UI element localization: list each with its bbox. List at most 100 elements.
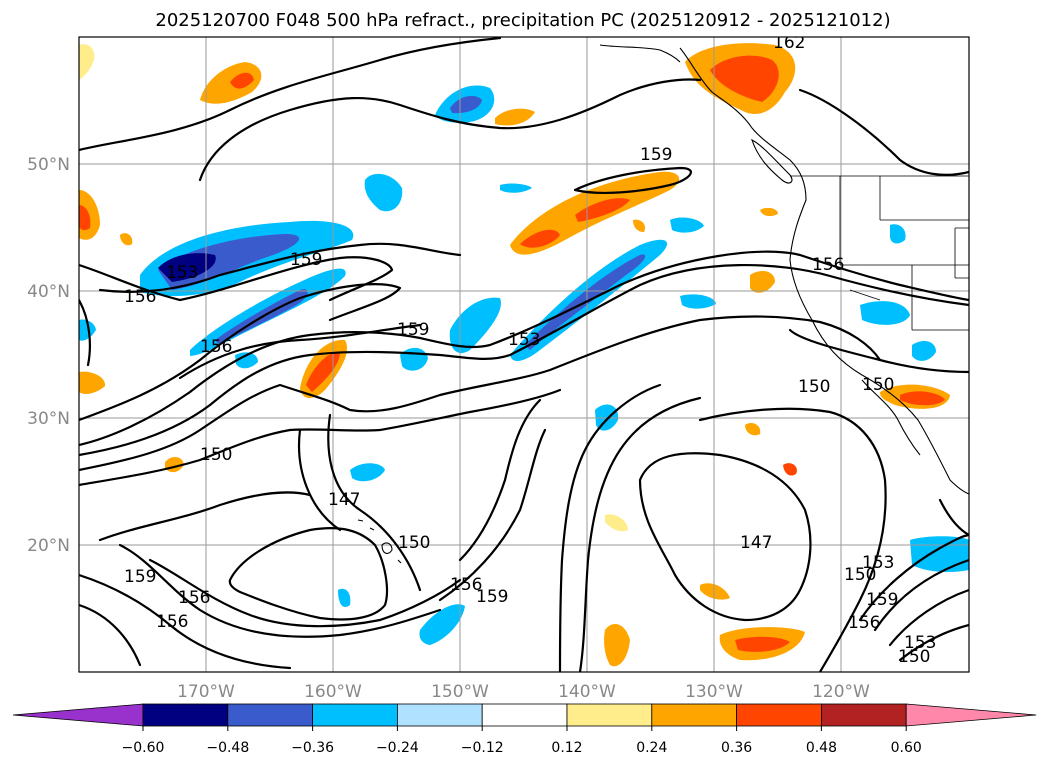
precip-negative-area <box>910 536 969 573</box>
contour-label: 156 <box>450 575 482 595</box>
refractivity-contours <box>79 37 969 672</box>
precip-negative-area <box>912 340 936 361</box>
precip-negative-area <box>860 301 910 325</box>
contour-line <box>79 283 402 422</box>
baja-california-coastline <box>861 379 921 456</box>
contour-label: 150 <box>200 445 232 465</box>
contour-line <box>888 588 969 647</box>
precip-positive-area <box>604 624 630 667</box>
contour-label: 159 <box>476 587 508 607</box>
lat-tick-label: 40°N <box>27 282 70 302</box>
contour-label: 150 <box>398 533 430 553</box>
colorbar-segment <box>821 703 907 727</box>
contour-label: 159 <box>124 567 156 587</box>
precip-positive-area <box>495 108 535 126</box>
precip-positive-area <box>520 229 560 248</box>
precip-negative-area <box>338 588 351 608</box>
precip-positive-area <box>735 636 790 652</box>
lon-tick-label: 130°W <box>685 682 743 702</box>
contour-line <box>118 543 442 638</box>
colorbar-tick-label: −0.24 <box>376 740 419 756</box>
lon-tick-label: 120°W <box>812 682 870 702</box>
colorbar-segment <box>227 703 314 727</box>
contour-line <box>298 428 342 532</box>
precip-positive-area <box>120 233 133 246</box>
precip-negative-area <box>670 217 704 233</box>
contour-label: 156 <box>124 287 156 307</box>
contour-line <box>79 250 969 447</box>
contour-line <box>79 256 394 302</box>
colorbar-segment <box>142 703 229 727</box>
lon-tick-label: 140°W <box>558 682 616 702</box>
contour-line <box>558 383 662 672</box>
contour-label: 150 <box>844 565 876 585</box>
contour-line <box>438 428 547 602</box>
colorbar-tick-label: 0.36 <box>721 740 752 756</box>
colorbar-segment <box>312 703 398 727</box>
longitude-axis: 170°W 160°W 150°W 140°W 130°W 120°W <box>177 682 870 702</box>
contour-label: 156 <box>200 337 232 357</box>
precip-positive-area <box>79 371 106 394</box>
precip-positive-area <box>575 198 630 222</box>
contour-line <box>938 498 969 537</box>
colorbar-tick-label: 0.60 <box>891 740 922 756</box>
contour-label: 159 <box>640 145 672 165</box>
contour-line <box>788 328 969 374</box>
contour-label: 153 <box>904 633 936 653</box>
precip-negative-area <box>450 95 482 114</box>
contour-line <box>79 263 969 457</box>
contour-line <box>858 533 969 622</box>
precip-positive-area <box>783 463 797 476</box>
precip-negative-area <box>419 604 465 645</box>
precip-negative-area <box>364 173 403 212</box>
lon-tick-label: 160°W <box>304 682 362 702</box>
contour-line <box>578 396 702 672</box>
contour-line <box>873 558 969 632</box>
contour-line <box>79 388 562 487</box>
colorbar: −0.60 −0.48 −0.36 −0.24 −0.12 0.12 0.24 0.36 0.4… <box>12 703 1037 756</box>
lon-tick-label: 170°W <box>177 682 235 702</box>
precip-positive-area <box>79 205 91 231</box>
colorbar-segment <box>566 703 653 727</box>
lat-tick-label: 30°N <box>27 409 70 429</box>
contour-line <box>79 573 292 670</box>
precipitation-shading <box>79 43 969 667</box>
contour-label: 159 <box>397 320 429 340</box>
precip-positive-area <box>900 391 945 406</box>
contour-line <box>79 298 91 367</box>
precip-positive-area <box>700 583 730 600</box>
contour-label: 147 <box>328 490 360 510</box>
contour-line <box>79 603 142 667</box>
precip-positive-area <box>79 44 95 80</box>
vancouver-island <box>751 138 793 184</box>
precip-positive-area <box>605 514 628 532</box>
precip-positive-area <box>230 72 254 89</box>
contour-line <box>327 413 422 592</box>
contour-label: 150 <box>862 375 894 395</box>
contour-label: 156 <box>178 588 210 608</box>
contour-label: 153 <box>508 330 540 350</box>
contour-label: 159 <box>290 250 322 270</box>
contour-label: 153 <box>862 553 894 573</box>
colorbar-tick-label: 0.12 <box>551 740 582 756</box>
contour-line <box>79 37 502 152</box>
coastlines <box>357 44 969 564</box>
colorbar-segment <box>12 703 144 727</box>
colorbar-segment <box>736 703 822 727</box>
contour-label: 162 <box>773 33 805 53</box>
north-america-coastline <box>679 47 969 495</box>
precip-negative-area <box>680 294 716 309</box>
colorbar-tick-label: −0.12 <box>461 740 504 756</box>
contour-line <box>148 558 462 628</box>
precip-positive-area <box>760 207 778 217</box>
contour-label: 156 <box>848 613 880 633</box>
colorbar-tick-label: 0.48 <box>806 740 837 756</box>
contour-line <box>98 242 462 293</box>
lon-tick-label: 150°W <box>431 682 489 702</box>
latitude-axis: 50°N 40°N 30°N 20°N <box>27 155 70 556</box>
precip-negative-area <box>79 319 96 341</box>
contour-label: 156 <box>156 612 188 632</box>
map-frame <box>78 36 970 673</box>
contour-line <box>458 398 542 562</box>
